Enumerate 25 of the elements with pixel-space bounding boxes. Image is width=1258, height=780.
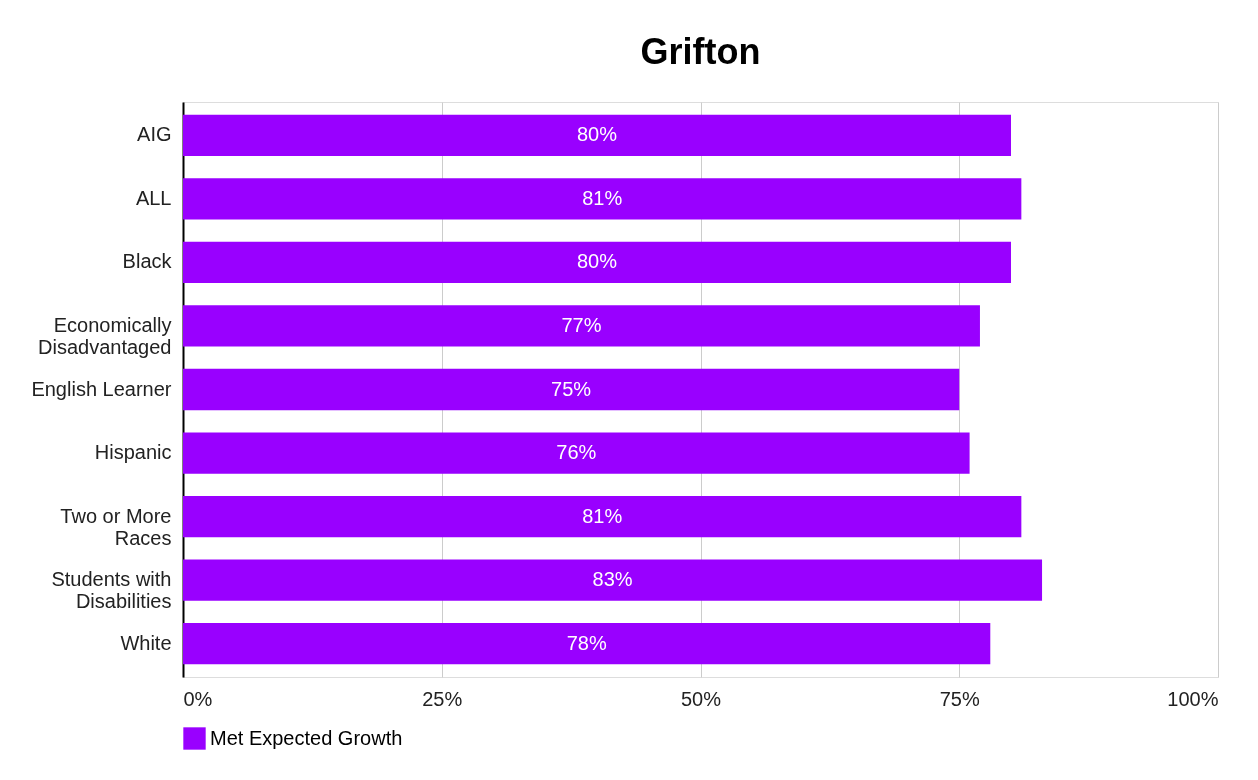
data-label: 83% — [592, 568, 633, 591]
y-tick-label: Economically Disadvantaged — [38, 313, 172, 358]
data-label: 81% — [582, 186, 623, 209]
x-tick-label: 100% — [1167, 687, 1219, 710]
data-label: 81% — [582, 504, 623, 527]
data-label: 80% — [576, 250, 618, 273]
y-tick-label: White — [120, 631, 172, 654]
legend-label: Met Expected Growth — [210, 726, 403, 749]
data-label: 75% — [551, 377, 592, 400]
y-tick-label: ALL — [135, 186, 172, 209]
data-label: 78% — [566, 631, 607, 654]
y-tick-label: Two or More Races — [60, 504, 172, 549]
y-tick-label: English Learner — [31, 377, 172, 400]
x-tick-label: 50% — [680, 687, 722, 710]
x-tick-label: 25% — [422, 687, 463, 710]
data-label: 80% — [576, 123, 618, 146]
y-tick-label: AIG — [137, 123, 172, 146]
y-tick-label: Black — [122, 250, 173, 273]
data-label: 77% — [561, 313, 602, 336]
chart-title: Grifton — [640, 31, 761, 72]
x-tick-label: 0% — [183, 687, 213, 710]
y-tick-label: Hispanic — [94, 441, 172, 464]
y-tick-label: Students with Disabilities — [51, 568, 172, 613]
data-label: 76% — [556, 441, 597, 464]
x-tick-label: 75% — [939, 687, 980, 710]
